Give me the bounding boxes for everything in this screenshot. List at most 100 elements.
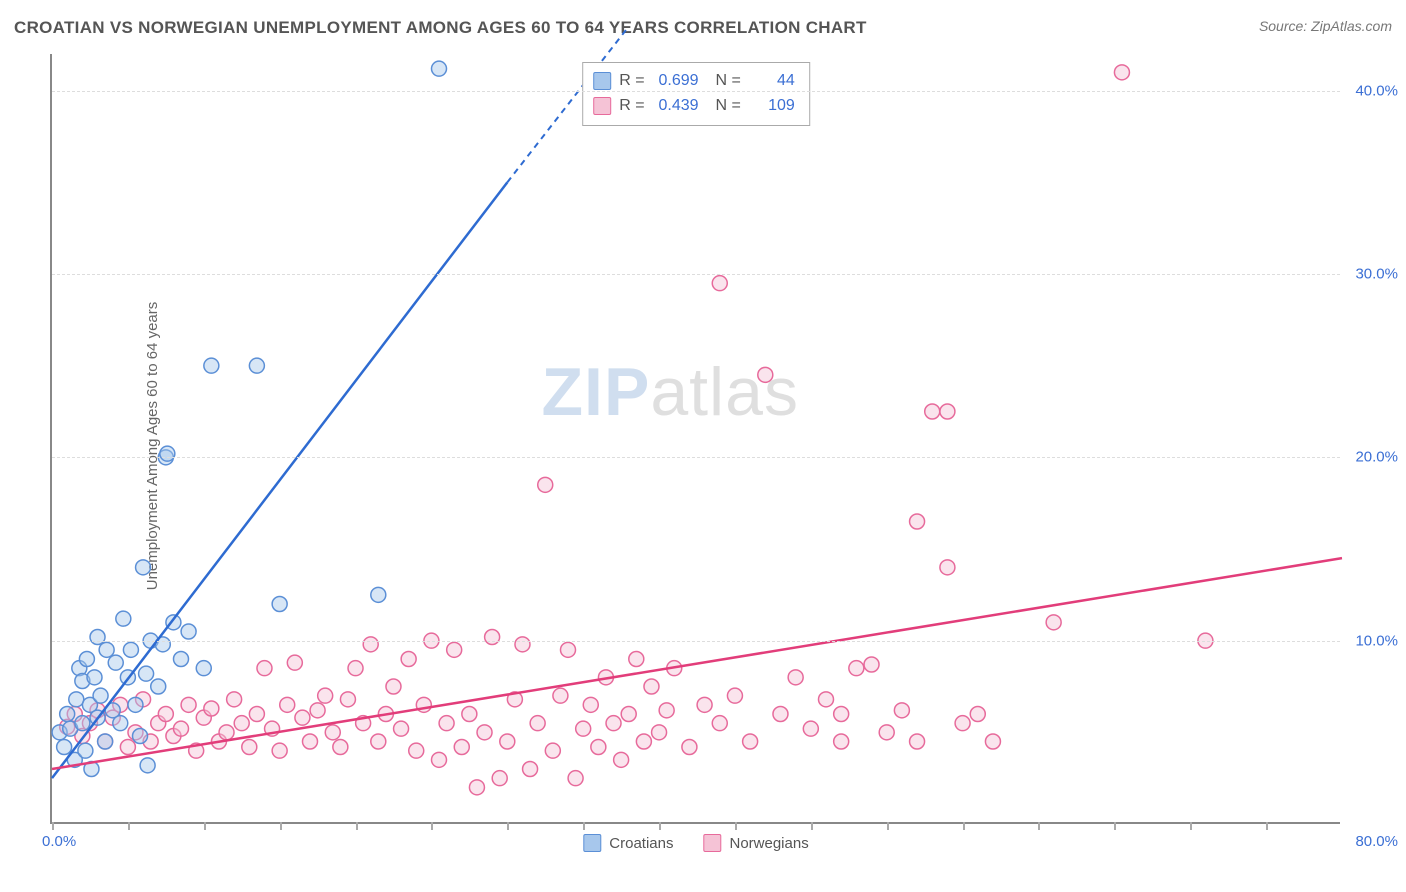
data-point (834, 707, 849, 722)
plot-area: ZIPatlas R = 0.699 N = 44 R = 0.439 N = … (50, 54, 1340, 824)
data-point (439, 716, 454, 731)
data-point (454, 740, 469, 755)
data-point (940, 404, 955, 419)
chart-header: CROATIAN VS NORWEGIAN UNEMPLOYMENT AMONG… (14, 18, 1392, 38)
x-tick (507, 822, 509, 830)
data-point (287, 655, 302, 670)
data-point (108, 655, 123, 670)
data-point (621, 707, 636, 722)
data-point (333, 740, 348, 755)
x-tick (583, 822, 585, 830)
x-tick (1114, 822, 1116, 830)
data-point (75, 716, 90, 731)
data-point (113, 716, 128, 731)
data-point (515, 637, 530, 652)
data-point (561, 642, 576, 657)
x-tick (1190, 822, 1192, 830)
data-point (568, 771, 583, 786)
x-tick (1266, 822, 1268, 830)
x-tick (431, 822, 433, 830)
data-point (325, 725, 340, 740)
data-point (432, 752, 447, 767)
grid-line (52, 274, 1340, 275)
data-point (272, 597, 287, 612)
data-point (803, 721, 818, 736)
data-point (140, 758, 155, 773)
data-point (462, 707, 477, 722)
data-point (87, 670, 102, 685)
data-point (697, 697, 712, 712)
data-point (447, 642, 462, 657)
data-point (136, 560, 151, 575)
data-point (409, 743, 424, 758)
data-point (318, 688, 333, 703)
data-point (371, 587, 386, 602)
data-point (204, 358, 219, 373)
data-point (181, 697, 196, 712)
data-point (925, 404, 940, 419)
y-tick-label: 10.0% (1346, 632, 1398, 649)
data-point (234, 716, 249, 731)
data-point (652, 725, 667, 740)
y-tick-label: 40.0% (1346, 82, 1398, 99)
data-point (196, 661, 211, 676)
data-point (98, 734, 113, 749)
data-point (834, 734, 849, 749)
data-point (139, 666, 154, 681)
data-point (340, 692, 355, 707)
data-point (576, 721, 591, 736)
data-point (204, 701, 219, 716)
data-point (773, 707, 788, 722)
data-point (60, 707, 75, 722)
data-point (485, 630, 500, 645)
stats-swatch-croatians (593, 72, 611, 90)
data-point (123, 642, 138, 657)
data-point (477, 725, 492, 740)
data-point (386, 679, 401, 694)
data-point (606, 716, 621, 731)
x-axis-min-label: 0.0% (42, 833, 76, 850)
trend-line (52, 182, 507, 778)
data-point (348, 661, 363, 676)
data-point (636, 734, 651, 749)
data-point (955, 716, 970, 731)
legend-item-croatians: Croatians (583, 834, 673, 852)
data-point (242, 740, 257, 755)
x-tick (280, 822, 282, 830)
x-tick (811, 822, 813, 830)
legend-item-norwegians: Norwegians (703, 834, 808, 852)
data-point (128, 697, 143, 712)
stats-swatch-norwegians (593, 97, 611, 115)
data-point (743, 734, 758, 749)
data-point (69, 692, 84, 707)
data-point (249, 358, 264, 373)
data-point (910, 734, 925, 749)
data-point (160, 446, 175, 461)
data-point (57, 740, 72, 755)
legend-swatch-croatians (583, 834, 601, 852)
grid-line (52, 91, 1340, 92)
data-point (401, 652, 416, 667)
data-point (174, 652, 189, 667)
data-point (940, 560, 955, 575)
data-point (492, 771, 507, 786)
x-tick (356, 822, 358, 830)
bottom-legend: Croatians Norwegians (583, 834, 808, 852)
x-tick (963, 822, 965, 830)
data-point (682, 740, 697, 755)
trend-line (52, 558, 1342, 769)
data-point (133, 729, 148, 744)
data-point (90, 630, 105, 645)
data-point (1046, 615, 1061, 630)
data-point (295, 710, 310, 725)
x-axis-max-label: 80.0% (1355, 833, 1398, 850)
data-point (591, 740, 606, 755)
chart-title: CROATIAN VS NORWEGIAN UNEMPLOYMENT AMONG… (14, 18, 867, 38)
data-point (644, 679, 659, 694)
data-point (280, 697, 295, 712)
data-point (614, 752, 629, 767)
x-tick (128, 822, 130, 830)
data-point (249, 707, 264, 722)
data-point (432, 61, 447, 76)
grid-line (52, 457, 1340, 458)
